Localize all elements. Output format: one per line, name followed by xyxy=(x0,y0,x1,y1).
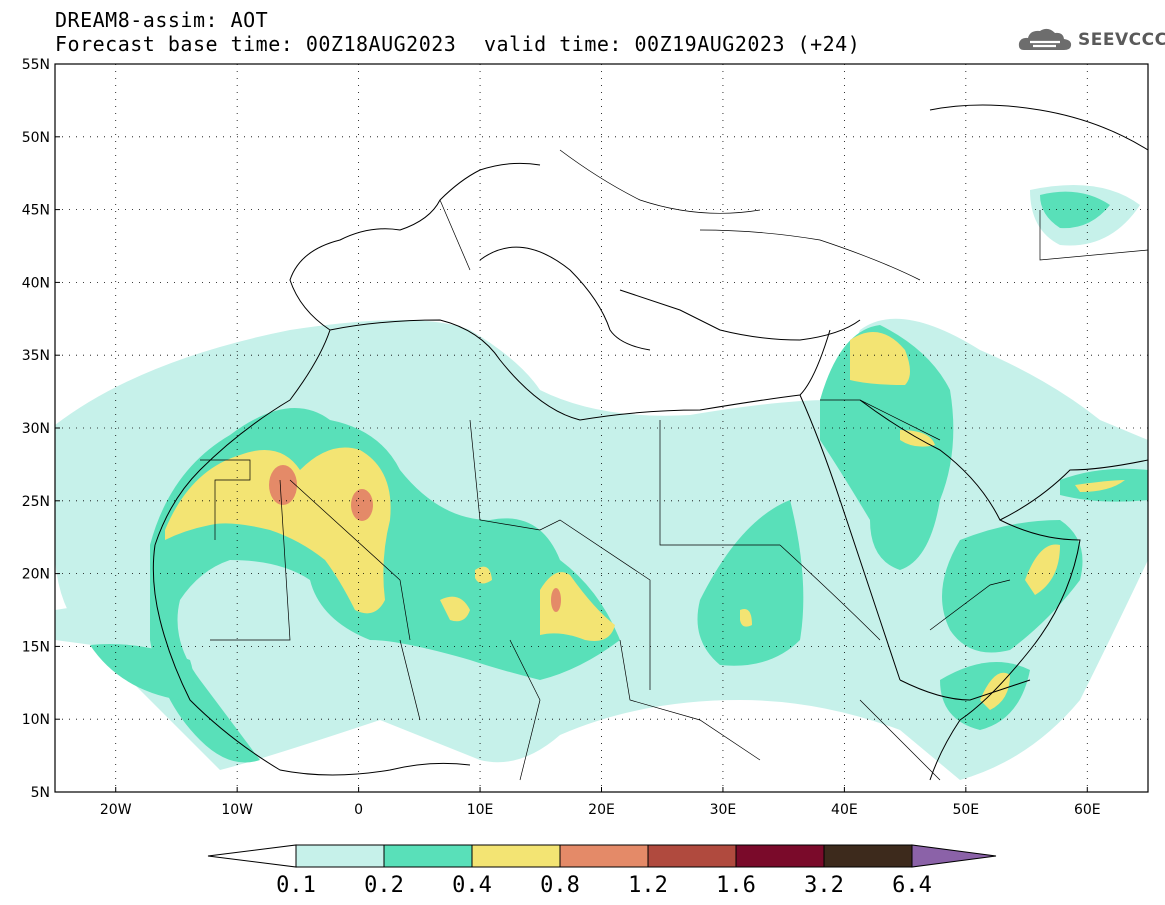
colorbar: 0.1 0.2 0.4 0.8 1.2 1.6 3.2 6.4 xyxy=(207,844,997,898)
seevccc-logo: SEEVCCC xyxy=(1018,26,1165,54)
latitude-label: 40N xyxy=(22,275,50,291)
colorbar-segment xyxy=(295,844,385,868)
colorbar-segment xyxy=(823,844,913,868)
latitude-label: 55N xyxy=(22,57,50,73)
aot-field xyxy=(55,64,1148,792)
forecast-base-time: Forecast base time: 00Z18AUG2023 xyxy=(55,32,457,56)
logo-text: SEEVCCC xyxy=(1078,30,1165,50)
colorbar-label: 1.6 xyxy=(716,873,756,898)
aot-band-0.8-1.2 xyxy=(269,465,561,612)
colorbar-label: 0.8 xyxy=(540,873,580,898)
colorbar-label: 0.1 xyxy=(276,873,316,898)
cloud-logo-icon xyxy=(1018,28,1072,50)
latitude-label: 45N xyxy=(22,203,50,219)
colorbar-segment xyxy=(471,844,561,868)
latitude-label: 35N xyxy=(22,348,50,364)
aot-band-0.4-0.8 xyxy=(165,332,1125,710)
longitude-label: 20E xyxy=(588,802,615,818)
colorbar-label: 0.2 xyxy=(364,873,404,898)
country-borders xyxy=(200,149,1148,781)
colorbar-label: 6.4 xyxy=(892,873,932,898)
latitude-label: 30N xyxy=(22,421,50,437)
colorbar-segment xyxy=(735,844,825,868)
latitude-label: 20N xyxy=(22,567,50,583)
map-title: DREAM8-assim: AOT xyxy=(55,8,269,32)
longitude-label: 10W xyxy=(221,802,253,818)
longitude-label: 40E xyxy=(831,802,858,818)
colorbar-label: 1.2 xyxy=(628,873,668,898)
coastlines xyxy=(55,64,1148,792)
longitude-label: 60E xyxy=(1074,802,1101,818)
longitude-label: 30E xyxy=(710,802,737,818)
longitude-label: 50E xyxy=(952,802,979,818)
latitude-label: 10N xyxy=(22,712,50,728)
colorbar-segment xyxy=(559,844,649,868)
longitude-label: 10E xyxy=(467,802,494,818)
latitude-labels: 55N 50N 45N 40N 35N 30N 25N 20N 15N 10N 5N xyxy=(22,57,60,801)
colorbar-min-arrow xyxy=(207,844,297,868)
colorbar-segment xyxy=(647,844,737,868)
longitude-label: 20W xyxy=(100,802,132,818)
colorbar-segment xyxy=(383,844,473,868)
latitude-label: 50N xyxy=(22,130,50,146)
latitude-label: 5N xyxy=(31,785,50,801)
map-grid xyxy=(55,64,1148,792)
latitude-label: 15N xyxy=(22,639,50,655)
colorbar-label: 0.4 xyxy=(452,873,492,898)
colorbar-max-arrow xyxy=(911,844,997,868)
colorbar-label: 3.2 xyxy=(804,873,844,898)
longitude-labels: 20W 10W 0 10E 20E 30E 40E 50E 60E xyxy=(100,787,1101,818)
latitude-label: 25N xyxy=(22,494,50,510)
longitude-label: 0 xyxy=(354,802,363,818)
valid-time: valid time: 00Z19AUG2023 (+24) xyxy=(484,32,861,56)
